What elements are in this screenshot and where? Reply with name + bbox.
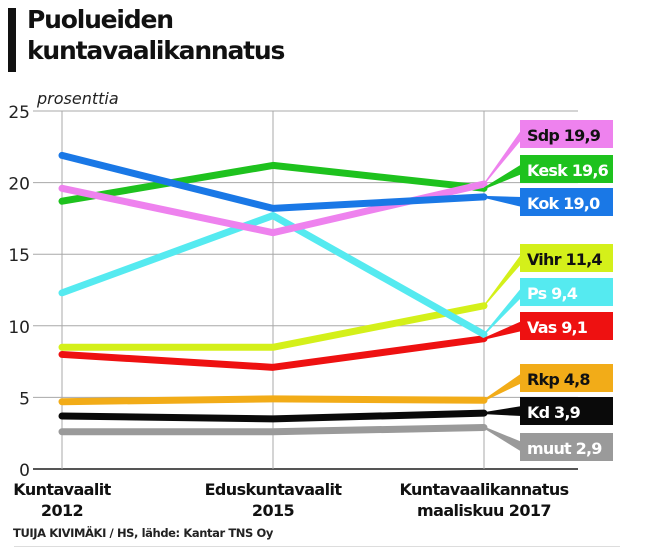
x-tick-label: 2015	[252, 501, 295, 520]
series-line-kok	[58, 151, 488, 212]
label-box-vas	[520, 312, 613, 340]
series-line-vihr	[58, 302, 488, 351]
label-text-sdp: Sdp 19,9	[527, 126, 601, 145]
series-lines	[58, 151, 488, 436]
label-box-kd	[520, 397, 613, 425]
label-text-kd: Kd 3,9	[527, 403, 581, 422]
x-tick-label: Eduskuntavaalit	[205, 480, 343, 499]
label-connector-rkp	[484, 373, 522, 402]
x-axis-ticks: Kuntavaalit 2012 Eduskuntavaalit 2015 Kuntav…	[13, 480, 569, 520]
y-tick-label: 15	[8, 246, 30, 266]
label-box-vihr	[520, 244, 613, 272]
chart-title-line-2: kuntavaalikannatus	[27, 36, 285, 65]
label-connector-vas	[484, 321, 522, 340]
y-tick-label: 20	[8, 175, 30, 195]
label-text-ps: Ps 9,4	[527, 284, 578, 303]
x-tick-label: Kuntavaalit	[13, 480, 111, 499]
label-box-ps	[520, 278, 613, 306]
y-tick-label: 25	[8, 103, 30, 123]
label-box-muut	[520, 433, 613, 461]
label-connector-kok	[484, 195, 522, 207]
label-connector-kesk	[484, 164, 522, 190]
label-box-sdp	[520, 120, 613, 148]
label-connector-muut	[484, 426, 522, 452]
x-tick-label: Kuntavaalikannatus	[399, 480, 568, 499]
chart-title-line-1: Puolueiden	[27, 5, 174, 34]
chart-title: Puolueiden kuntavaalikannatus	[27, 4, 285, 66]
title-accent-bar	[8, 8, 16, 72]
label-connector-sdp	[484, 129, 522, 186]
label-text-kesk: Kesk 19,6	[527, 161, 609, 180]
series-line-vas	[58, 335, 488, 371]
label-text-muut: muut 2,9	[527, 439, 602, 458]
label-box-kok	[520, 188, 613, 216]
series-line-ps	[58, 212, 488, 338]
label-box-kesk	[520, 155, 613, 183]
label-connector-ps	[484, 287, 522, 336]
label-text-kok: Kok 19,0	[527, 194, 600, 213]
label-connector-vihr	[484, 253, 522, 307]
x-tick-label: 2012	[41, 501, 83, 520]
series-line-muut	[58, 423, 488, 436]
label-box-rkp	[520, 364, 613, 392]
y-tick-label: 0	[19, 461, 30, 481]
label-text-vas: Vas 9,1	[527, 318, 588, 337]
series-line-kesk	[58, 161, 488, 205]
label-connector-kd	[484, 406, 522, 416]
series-line-kd	[58, 409, 488, 423]
footer-divider	[14, 546, 620, 547]
series-line-rkp	[58, 395, 488, 406]
x-tick-label: maaliskuu 2017	[417, 501, 551, 520]
y-tick-label: 10	[8, 318, 30, 338]
end-labels: Sdp 19,9 Kesk 19,6 Kok 19,0 Vihr 11,4 Ps 9,4…	[484, 120, 613, 461]
y-axis-label: prosenttia	[36, 89, 119, 108]
y-axis-ticks: 0 5 10 15 20 25	[8, 103, 30, 481]
y-tick-label: 5	[19, 389, 30, 409]
label-text-vihr: Vihr 11,4	[527, 250, 602, 269]
label-text-rkp: Rkp 4,8	[527, 370, 590, 389]
source-credit: TUIJA KIVIMÄKI / HS, lähde: Kantar TNS O…	[13, 526, 273, 540]
